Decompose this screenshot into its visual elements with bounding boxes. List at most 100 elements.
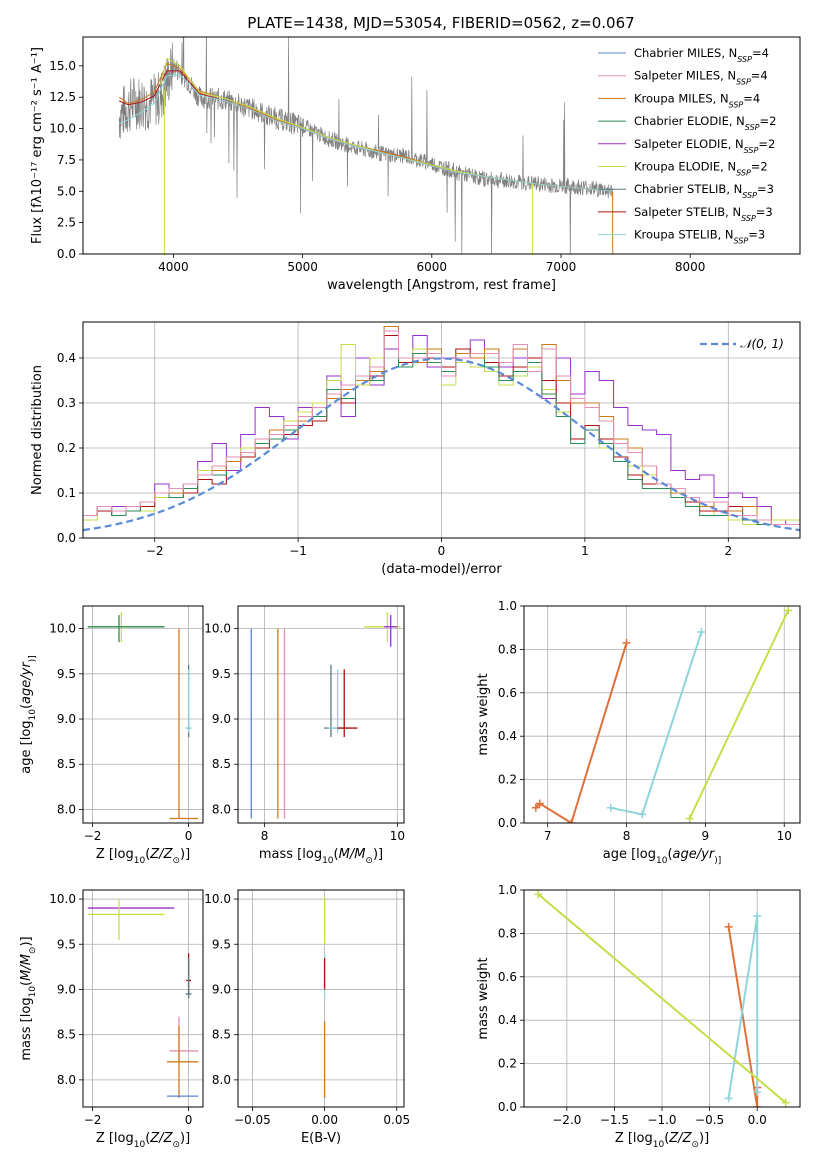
x-tick-label: 8 bbox=[261, 829, 269, 843]
weight-point-marker bbox=[567, 819, 576, 823]
x-tick-label: 2 bbox=[724, 544, 732, 558]
y-tick-label: 8.5 bbox=[212, 757, 231, 771]
y-tick-label: 0.2 bbox=[57, 441, 76, 455]
x-axis-label-part: Z/Z bbox=[149, 847, 173, 862]
plot-area bbox=[118, 37, 614, 254]
weight-point-marker bbox=[753, 912, 762, 921]
x-axis-label-part: 10 bbox=[134, 856, 146, 866]
legend-label-suffix: =2 bbox=[758, 137, 775, 151]
x-tick-label: 6000 bbox=[417, 260, 448, 274]
x-tick-label: 0.05 bbox=[383, 1113, 410, 1127]
legend-label: Chabrier MILES, NSSP=4 bbox=[634, 46, 769, 64]
axes-frame bbox=[82, 36, 801, 255]
y-tick-label: 15.0 bbox=[49, 59, 76, 73]
legend-label: Kroupa MILES, NSSP=4 bbox=[634, 91, 760, 109]
y-tick-label: 0.6 bbox=[498, 686, 517, 700]
legend-label-suffix: =4 bbox=[743, 91, 760, 105]
y-tick-label: 0.8 bbox=[498, 642, 517, 656]
legend-label-text: Kroupa STELIB, N bbox=[634, 228, 734, 242]
y-axis-label: Flux [fλ10⁻¹⁷ erg cm⁻² s⁻¹ A⁻¹] bbox=[30, 47, 45, 244]
x-axis-label: E(B-V) bbox=[301, 1131, 341, 1146]
y-tick-label: 12.5 bbox=[49, 90, 76, 104]
y-tick-label: 10.0 bbox=[49, 622, 76, 636]
y-tick-label: 10.0 bbox=[204, 892, 231, 906]
plot-area bbox=[87, 899, 199, 1098]
x-axis-label-part: )] bbox=[180, 1131, 190, 1146]
residuals-panel: −2 −1 0 1 2 0.0 0.1 0.2 0.3 0.4 𝒩(0, 1) (data-model… bbox=[30, 321, 801, 577]
x-axis-label: Z [log10(Z/Z⊙)] bbox=[96, 847, 190, 866]
y-tick-label: 0.4 bbox=[498, 1013, 517, 1027]
y-axis-label-part: 10 bbox=[28, 986, 38, 998]
y-tick-label: 0.0 bbox=[57, 531, 76, 545]
legend-label-text: Salpeter MILES, N bbox=[634, 69, 736, 83]
x-axis-label-part: M/M bbox=[339, 847, 366, 862]
x-axis-label-part: ( bbox=[145, 1131, 150, 1146]
legend-label-sub: SSP bbox=[744, 145, 759, 154]
legend-label-text: Chabrier ELODIE, N bbox=[634, 114, 745, 128]
x-tick-label: 10 bbox=[390, 829, 405, 843]
y-tick-label: 1.0 bbox=[498, 599, 517, 613]
y-axis-label-part: ⊙ bbox=[28, 947, 38, 955]
spectrum-panel: 4000 5000 6000 7000 8000 0.0 2.5 5.0 7.5 10.0 12.5… bbox=[30, 36, 801, 293]
mass-weight-vs-metallicity-panel: −2.0 −1.5 −1.0 −0.5 0.0 0.0 0.2 0.4 0.6 0.8 1.0 Z [… bbox=[476, 883, 801, 1150]
x-axis-label-part: ( bbox=[145, 847, 150, 862]
x-tick-label: −2 bbox=[84, 829, 102, 843]
weight-point-marker bbox=[724, 1094, 733, 1103]
y-tick-label: 8.0 bbox=[212, 1073, 231, 1087]
y-tick-label: 10.0 bbox=[204, 622, 231, 636]
x-tick-label: −2 bbox=[146, 544, 164, 558]
y-axis-label: age [log10(age/yr)] bbox=[19, 655, 38, 773]
x-axis-label: Z [log10(Z/Z⊙)] bbox=[615, 1131, 709, 1150]
legend-label-text: Salpeter ELODIE, N bbox=[634, 137, 744, 151]
weight-point-marker bbox=[622, 638, 631, 647]
y-tick-label: 9.5 bbox=[57, 667, 76, 681]
x-tick-label: 7 bbox=[544, 829, 552, 843]
weight-point-marker bbox=[638, 810, 647, 819]
x-axis-label: mass [log10(M/M⊙)] bbox=[259, 847, 383, 866]
y-tick-label: 5.0 bbox=[57, 184, 76, 198]
y-tick-label: 8.5 bbox=[212, 1028, 231, 1042]
x-tick-label: 4000 bbox=[158, 260, 189, 274]
weight-line bbox=[727, 926, 759, 1107]
x-tick-label: 0 bbox=[185, 1113, 193, 1127]
model-spectrum-line bbox=[160, 57, 536, 185]
legend-label-sub: SSP bbox=[737, 55, 752, 64]
y-axis-label: Normed distribution bbox=[30, 365, 45, 495]
x-tick-label: 8000 bbox=[675, 260, 706, 274]
legend-label: Kroupa STELIB, NSSP=3 bbox=[634, 228, 765, 246]
x-axis-label-part: Z/Z bbox=[149, 1131, 173, 1146]
axes-frame bbox=[523, 889, 801, 1108]
legend-label-text: Salpeter STELIB, N bbox=[634, 205, 741, 219]
x-tick-label: 7000 bbox=[546, 260, 577, 274]
x-axis-label-part: ( bbox=[667, 847, 672, 862]
x-tick-label: 5000 bbox=[287, 260, 318, 274]
y-tick-label: 8.0 bbox=[57, 802, 76, 816]
y-tick-label: 9.0 bbox=[212, 982, 231, 996]
x-axis-label-part: ( bbox=[334, 847, 339, 862]
y-tick-label: 0.0 bbox=[498, 1100, 517, 1114]
y-axis-label-part: ( bbox=[19, 704, 34, 709]
plot-area bbox=[250, 612, 401, 819]
x-axis-label-part: Z/Z bbox=[668, 1131, 692, 1146]
y-tick-label: 0.4 bbox=[57, 351, 76, 365]
y-tick-label: 10.0 bbox=[49, 122, 76, 136]
legend-label-text: Chabrier MILES, N bbox=[634, 46, 737, 60]
y-tick-label: 0.0 bbox=[498, 816, 517, 830]
legend-label: 𝒩(0, 1) bbox=[740, 337, 784, 351]
x-tick-label: 0 bbox=[438, 544, 446, 558]
x-axis-label-part: )] bbox=[180, 847, 190, 862]
y-tick-label: 9.0 bbox=[57, 712, 76, 726]
legend-label-sub: SSP bbox=[742, 191, 757, 200]
legend-label-text: Chabrier STELIB, N bbox=[634, 182, 742, 196]
legend-label: Salpeter ELODIE, NSSP=2 bbox=[634, 137, 775, 155]
y-tick-label: 9.0 bbox=[57, 982, 76, 996]
x-tick-label: −0.5 bbox=[695, 1113, 724, 1127]
y-tick-label: 9.5 bbox=[212, 667, 231, 681]
x-axis-label-part: ⊙ bbox=[172, 1140, 180, 1150]
y-axis-label-part: )] bbox=[28, 655, 38, 662]
x-axis-label-part: ( bbox=[664, 1131, 669, 1146]
model-spectrum-line bbox=[119, 74, 613, 192]
y-tick-label: 10.0 bbox=[49, 892, 76, 906]
x-axis-label-part: age [log bbox=[603, 847, 656, 862]
weight-line bbox=[688, 609, 790, 820]
